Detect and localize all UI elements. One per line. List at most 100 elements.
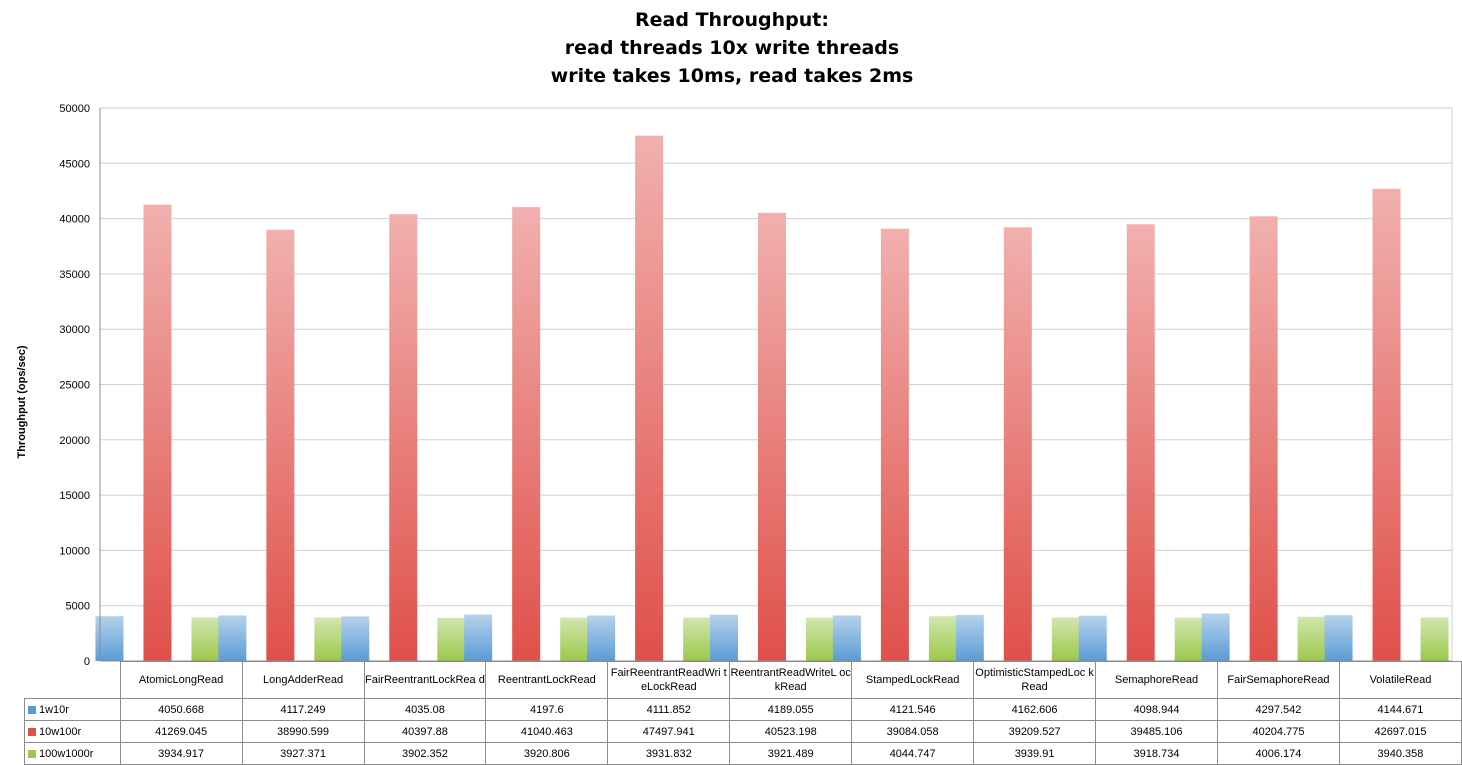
y-tick-label: 10000 xyxy=(59,545,90,557)
bar-100w1000r xyxy=(1297,616,1326,661)
category-row: AtomicLongRead LongAdderRead FairReentrant… xyxy=(24,661,1462,699)
bar-1w10r xyxy=(1324,615,1353,661)
data-label: 4098.944 xyxy=(1095,698,1218,721)
table-corner xyxy=(24,661,121,699)
legend-label: 1w10r xyxy=(39,703,69,716)
y-tick-label: 20000 xyxy=(59,435,90,447)
legend-swatch xyxy=(28,749,36,758)
data-label: 3934.917 xyxy=(119,742,243,765)
data-label: 4035.08 xyxy=(363,698,487,721)
legend-label: 10w100r xyxy=(39,725,82,738)
bar-10w100r xyxy=(1003,227,1032,661)
data-label: 4111.852 xyxy=(607,698,731,721)
bar-100w1000r xyxy=(1051,617,1080,661)
data-label: 41269.045 xyxy=(119,720,243,743)
y-tick-label: 35000 xyxy=(59,269,90,281)
x-tick-label: FairSemaphoreRead xyxy=(1216,661,1340,699)
bar-10w100r xyxy=(1126,224,1155,661)
data-label: 3927.371 xyxy=(241,742,365,765)
bar-100w1000r xyxy=(1420,617,1449,661)
data-label: 41040.463 xyxy=(485,720,609,743)
data-label: 4117.249 xyxy=(241,698,365,721)
bar-100w1000r xyxy=(683,617,712,661)
data-label: 40204.775 xyxy=(1216,720,1340,743)
data-label: 3920.806 xyxy=(485,742,609,765)
x-tick-label: VolatileRead xyxy=(1338,661,1462,699)
bar-1w10r xyxy=(218,615,247,661)
y-tick-label: 15000 xyxy=(59,490,90,502)
data-label: 42697.015 xyxy=(1338,720,1462,743)
x-tick-label: LongAdderRead xyxy=(241,661,365,699)
data-table: AtomicLongRead LongAdderRead FairReentrant… xyxy=(24,661,1462,765)
legend-entry: 100w1000r xyxy=(24,742,121,765)
legend-label: 100w1000r xyxy=(39,747,94,760)
bar-1w10r xyxy=(1201,613,1230,661)
bar-10w100r xyxy=(389,214,418,661)
data-label: 4121.546 xyxy=(851,698,975,721)
chart-title: Read Throughput: read threads 10x write … xyxy=(400,6,1064,90)
legend-swatch xyxy=(28,705,36,714)
data-label: 40523.198 xyxy=(729,720,853,743)
bar-1w10r xyxy=(341,616,370,661)
y-tick-label: 45000 xyxy=(59,158,90,170)
y-tick-label: 40000 xyxy=(59,214,90,226)
data-label: 47497.941 xyxy=(607,720,731,743)
data-label: 39084.058 xyxy=(851,720,975,743)
bar-100w1000r xyxy=(191,617,220,661)
data-table-row: 100w1000r 3934.917 3927.371 3902.352 3920.80… xyxy=(24,742,1462,765)
bar-100w1000r xyxy=(928,616,957,661)
data-label: 3940.358 xyxy=(1338,742,1462,765)
y-tick-label: 30000 xyxy=(59,324,90,336)
bar-10w100r xyxy=(1372,188,1401,662)
bar-1w10r xyxy=(464,614,493,661)
bar-100w1000r xyxy=(437,617,466,661)
data-label: 4044.747 xyxy=(851,742,975,765)
data-table-row: 1w10r 4050.668 4117.249 4035.08 4197.6 4111.8… xyxy=(24,698,1462,721)
bar-1w10r xyxy=(1078,615,1107,661)
x-tick-label: SemaphoreRead xyxy=(1095,661,1218,699)
bar-100w1000r xyxy=(314,617,343,661)
bar-1w10r xyxy=(955,614,984,661)
data-label: 4189.055 xyxy=(729,698,853,721)
data-label: 4197.6 xyxy=(485,698,609,721)
y-tick-label: 25000 xyxy=(59,380,90,392)
bar-10w100r xyxy=(512,207,541,662)
data-label: 3918.734 xyxy=(1095,742,1218,765)
bar-10w100r xyxy=(143,204,172,661)
bar-1w10r xyxy=(587,615,616,661)
legend-entry: 10w100r xyxy=(24,720,121,743)
bar-10w100r xyxy=(635,135,664,661)
bar-10w100r xyxy=(266,229,295,661)
x-tick-label: FairReentrantReadWri teLockRead xyxy=(607,661,731,699)
bar-1w10r xyxy=(832,615,861,661)
bar-10w100r xyxy=(1249,216,1278,661)
data-label: 4144.671 xyxy=(1338,698,1462,721)
y-tick-label: 5000 xyxy=(66,601,90,613)
bar-1w10r xyxy=(710,614,738,661)
x-tick-label: StampedLockRead xyxy=(851,661,975,699)
data-label: 3931.832 xyxy=(607,742,731,765)
x-tick-label: ReentrantReadWriteL ockRead xyxy=(729,661,853,699)
bar-100w1000r xyxy=(560,617,589,661)
bar-10w100r xyxy=(758,212,786,662)
data-label: 3902.352 xyxy=(363,742,487,765)
data-label: 4162.606 xyxy=(973,698,1097,721)
data-label: 39485.106 xyxy=(1095,720,1218,743)
data-label: 38990.599 xyxy=(241,720,365,743)
chart-title-line-3: write takes 10ms, read takes 2ms xyxy=(550,65,914,87)
data-label: 4006.174 xyxy=(1216,742,1340,765)
data-label: 4297.542 xyxy=(1216,698,1340,721)
bar-100w1000r xyxy=(1174,617,1203,661)
x-tick-label: OptimisticStampedLoc kRead xyxy=(973,661,1097,699)
bar-100w1000r xyxy=(806,617,834,661)
x-tick-label: AtomicLongRead xyxy=(119,661,243,699)
legend-entry: 1w10r xyxy=(24,698,121,721)
data-table-row: 10w100r 41269.045 38990.599 40397.88 41040.4… xyxy=(24,720,1462,743)
data-label: 40397.88 xyxy=(363,720,487,743)
chart-title-line-2: read threads 10x write threads xyxy=(564,37,900,59)
x-tick-label: ReentrantLockRead xyxy=(485,661,609,699)
data-label: 3921.489 xyxy=(729,742,853,765)
legend-swatch xyxy=(28,727,36,736)
